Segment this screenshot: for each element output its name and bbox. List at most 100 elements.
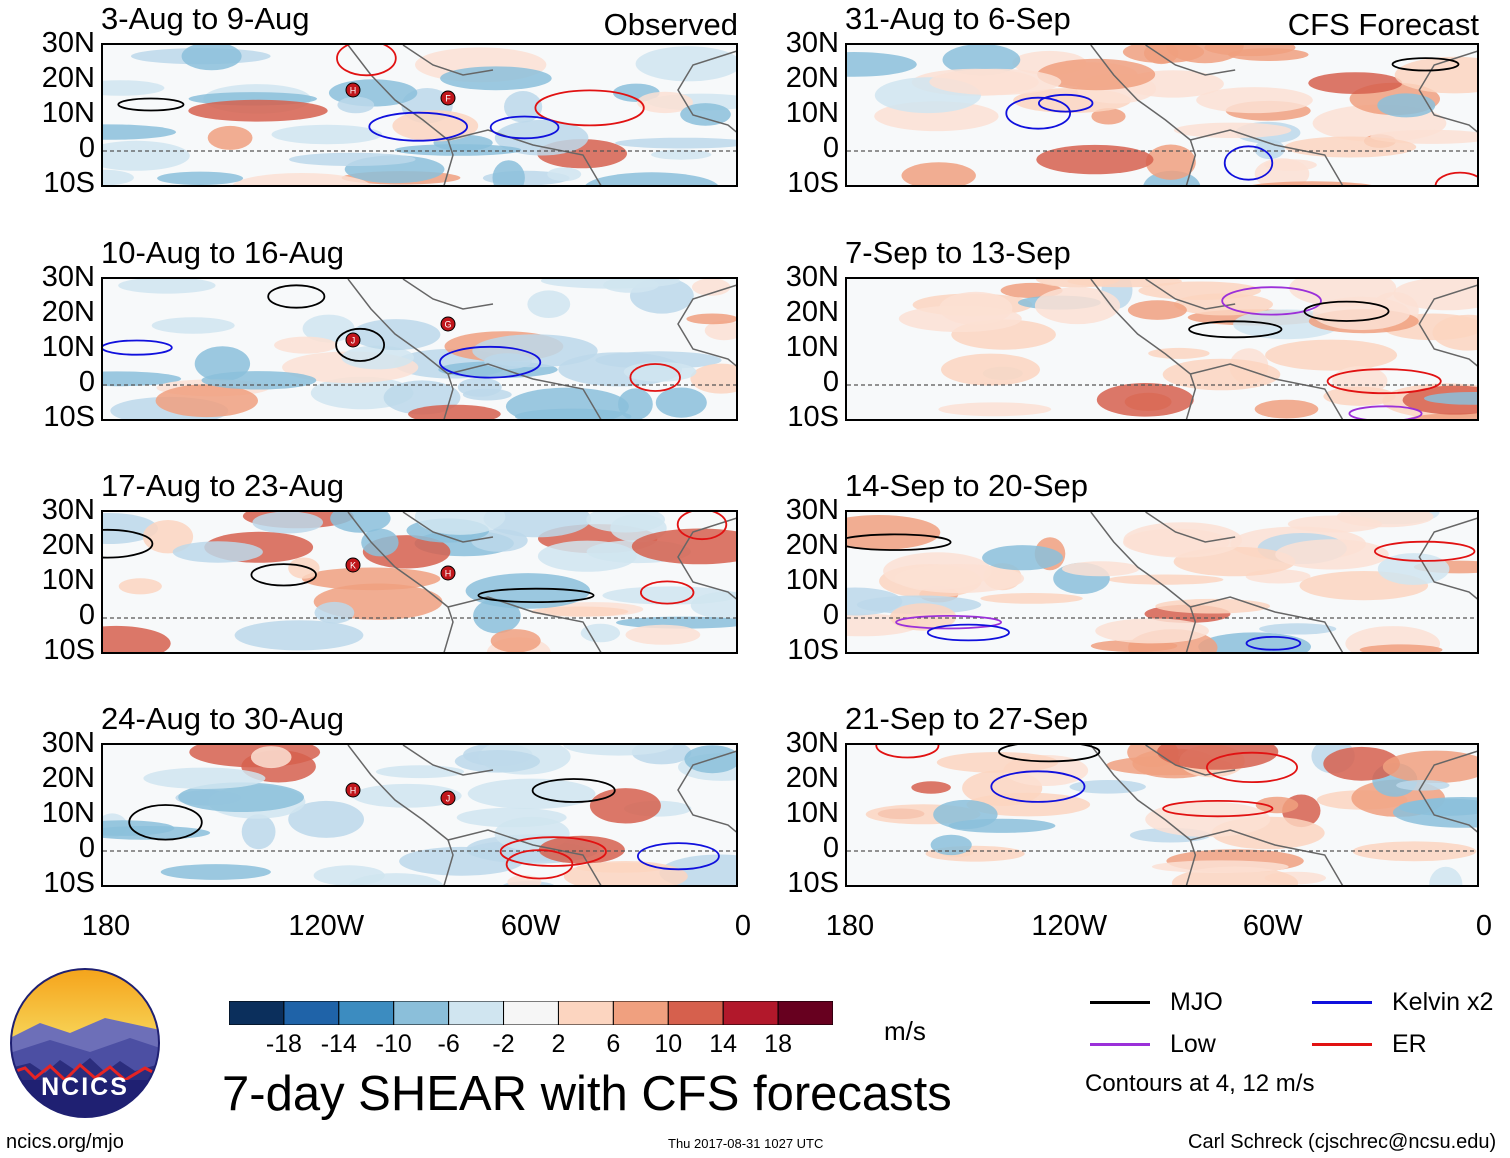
coastline bbox=[447, 129, 602, 185]
tropical-storm-icon: F bbox=[440, 90, 456, 106]
shear-shading bbox=[980, 593, 1083, 604]
wave-contour bbox=[1188, 320, 1283, 339]
shear-shading bbox=[178, 782, 304, 812]
storm-label: F bbox=[445, 94, 451, 104]
shear-shading bbox=[103, 169, 134, 185]
colorbar-tick-label: 18 bbox=[764, 1030, 792, 1058]
legend-line-er bbox=[1312, 1043, 1372, 1046]
shear-shading bbox=[616, 616, 736, 629]
shear-shading bbox=[1162, 358, 1281, 391]
shear-shading bbox=[408, 404, 501, 419]
shear-shading bbox=[901, 162, 976, 185]
wave-contour bbox=[534, 89, 645, 127]
shear-shading bbox=[252, 512, 323, 534]
panel-title: 17-Aug to 23-Aug bbox=[101, 468, 345, 503]
shear-shading bbox=[1108, 574, 1224, 585]
shear-shading bbox=[1287, 515, 1382, 533]
shear-shading bbox=[160, 864, 271, 880]
shear-shading bbox=[103, 371, 182, 387]
wave-contour bbox=[103, 528, 154, 559]
shear-shading bbox=[1034, 287, 1121, 325]
lat-tick-label: 20N bbox=[785, 62, 839, 94]
tropical-storm-icon: J bbox=[345, 332, 361, 348]
coastline bbox=[447, 829, 602, 885]
lon-tick-label: 60W bbox=[1242, 910, 1303, 942]
wave-contour bbox=[489, 115, 560, 140]
shear-shading bbox=[467, 778, 596, 809]
shear-shading bbox=[690, 363, 736, 394]
shear-shading bbox=[1429, 866, 1463, 885]
shear-map bbox=[845, 43, 1479, 187]
shear-shading bbox=[941, 353, 1040, 386]
wave-contour bbox=[1037, 93, 1094, 113]
panel-title: 3-Aug to 9-Aug bbox=[101, 1, 310, 36]
shear-shading bbox=[414, 512, 506, 535]
tropical-storm-icon: H bbox=[345, 782, 361, 798]
shear-shading bbox=[172, 541, 263, 563]
wave-contour bbox=[267, 284, 326, 309]
shear-shading bbox=[1308, 72, 1403, 94]
shear-shading bbox=[898, 305, 1022, 332]
wave-contour bbox=[438, 345, 542, 379]
coastline bbox=[1090, 745, 1197, 885]
shear-shading bbox=[504, 91, 543, 123]
shear-shading bbox=[103, 826, 211, 840]
shear-shading bbox=[361, 528, 399, 557]
lat-tick-label: 30N bbox=[785, 494, 839, 526]
lat-tick-label: 0 bbox=[822, 832, 839, 864]
shear-shading bbox=[929, 68, 1062, 96]
shear-shading bbox=[155, 384, 258, 418]
lat-tick-label: 10N bbox=[785, 331, 839, 363]
lat-tick-label: 20N bbox=[41, 62, 95, 94]
shear-shading bbox=[314, 601, 355, 624]
coastline bbox=[447, 596, 602, 652]
legend-note: Contours at 4, 12 m/s bbox=[1085, 1070, 1315, 1097]
shear-shading bbox=[103, 124, 176, 140]
lat-tick-label: 10S bbox=[787, 401, 839, 433]
shear-shading bbox=[1392, 797, 1477, 828]
shear-shading bbox=[930, 834, 972, 856]
shear-map bbox=[845, 277, 1479, 421]
shear-shading bbox=[1323, 746, 1400, 781]
shear-shading bbox=[1196, 87, 1313, 114]
lon-tick-label: 0 bbox=[1475, 910, 1493, 942]
shear-shading bbox=[484, 353, 532, 370]
shear-shading bbox=[586, 512, 665, 533]
legend-label-low: Low bbox=[1170, 1030, 1216, 1058]
wave-contour bbox=[629, 363, 681, 392]
shear-shading bbox=[1432, 314, 1477, 351]
lat-tick-label: 10N bbox=[41, 97, 95, 129]
lat-tick-label: 10S bbox=[787, 634, 839, 666]
lat-tick-label: 30N bbox=[41, 27, 95, 59]
wave-contour bbox=[335, 327, 386, 362]
wave-contour bbox=[998, 745, 1101, 763]
shear-shading bbox=[530, 606, 629, 617]
lat-tick-label: 10N bbox=[785, 797, 839, 829]
shear-shading bbox=[514, 408, 632, 419]
shear-shading bbox=[938, 402, 1052, 417]
coastline bbox=[1145, 745, 1236, 776]
shear-shading bbox=[1312, 296, 1410, 330]
coastline bbox=[1418, 517, 1477, 600]
wave-contour bbox=[875, 745, 940, 759]
shear-shading bbox=[399, 846, 524, 876]
panel-title: 14-Sep to 20-Sep bbox=[845, 468, 1089, 503]
storm-label: H bbox=[350, 86, 357, 96]
panel-title: 10-Aug to 16-Aug bbox=[101, 235, 345, 270]
lat-tick-label: 0 bbox=[78, 132, 95, 164]
shear-shading bbox=[1035, 279, 1120, 288]
lat-tick-label: 10N bbox=[785, 564, 839, 596]
shear-shading bbox=[1062, 561, 1140, 577]
shear-shading bbox=[302, 567, 441, 591]
shear-shading bbox=[1359, 644, 1443, 652]
shear-shading bbox=[982, 545, 1063, 571]
coastline bbox=[1145, 512, 1236, 543]
colorbar-swatch bbox=[667, 1000, 724, 1026]
shear-shading bbox=[201, 371, 317, 390]
footer-url[interactable]: ncics.org/mjo bbox=[6, 1131, 124, 1153]
colorbar-swatch bbox=[777, 1000, 834, 1026]
shear-shading bbox=[637, 91, 693, 114]
